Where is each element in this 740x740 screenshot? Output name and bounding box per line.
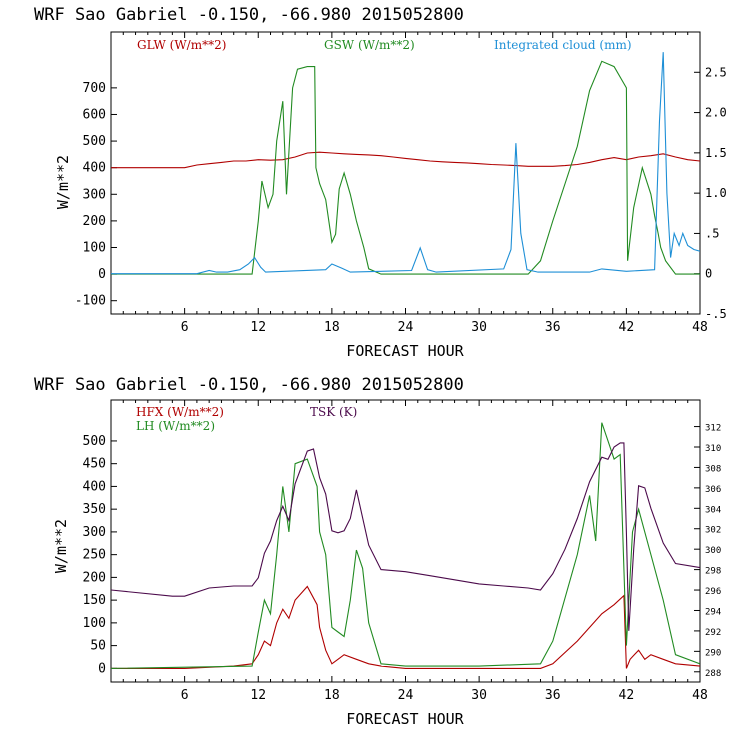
chart-2-x-axis-label: FORECAST HOUR <box>346 710 464 728</box>
tsk-series-line <box>111 442 700 631</box>
y-tick-label: 500 <box>83 434 106 449</box>
y-tick-label: 100 <box>83 616 106 631</box>
chart-1-series <box>111 52 700 275</box>
y-tick-label: 150 <box>83 593 106 608</box>
x-tick-label: 24 <box>398 688 414 703</box>
x-tick-label: 18 <box>324 320 340 335</box>
chart-2-y2-ticks: 288 290 292 294 296 298 300 302 304 306 308 310 312 <box>694 424 721 679</box>
y2-tick-label: 290 <box>705 648 721 658</box>
chart-2-y-axis-label: W/m**2 <box>52 519 70 573</box>
y2-tick-label: .5 <box>705 226 719 240</box>
x-tick-label: 12 <box>250 688 266 703</box>
chart-2-legend-lh: LH (W/m**2) <box>136 419 215 433</box>
x-tick-label: 42 <box>619 688 635 703</box>
hfx-series-line <box>111 585 700 669</box>
x-tick-label: 12 <box>250 320 266 335</box>
y-tick-label: 200 <box>83 214 106 229</box>
chart-2-legend-hfx: HFX (W/m**2) <box>136 405 224 419</box>
y2-tick-label: 292 <box>705 628 721 638</box>
chart-1-legend-glw: GLW (W/m**2) <box>137 38 226 52</box>
y-tick-label: 0 <box>98 267 106 282</box>
chart-1-x-axis-label: FORECAST HOUR <box>346 342 464 360</box>
x-tick-label: 30 <box>471 688 487 703</box>
y2-tick-label: 304 <box>705 505 721 515</box>
chart-1-y-axis-label: W/m**2 <box>54 155 72 209</box>
x-tick-label: 48 <box>692 320 708 335</box>
y2-tick-label: 288 <box>705 669 721 679</box>
y2-tick-label: 2.0 <box>705 106 727 120</box>
y-tick-label: -100 <box>75 294 106 309</box>
y2-tick-label: 296 <box>705 587 721 597</box>
y-tick-label: 100 <box>83 240 106 255</box>
y2-tick-label: 0 <box>705 267 712 281</box>
y-tick-label: 500 <box>83 134 106 149</box>
x-tick-label: 30 <box>471 320 487 335</box>
x-tick-label: 36 <box>545 320 561 335</box>
y-tick-label: 600 <box>83 107 106 122</box>
y2-tick-label: 1.0 <box>705 186 727 200</box>
x-tick-label: 18 <box>324 688 340 703</box>
chart-1: WRF Sao Gabriel -0.150, -66.980 20150528… <box>34 5 727 360</box>
chart-2-x-ticks: 6 12 18 24 30 36 42 48 <box>122 400 708 703</box>
x-tick-label: 6 <box>181 320 189 335</box>
x-tick-label: 48 <box>692 688 708 703</box>
chart-1-x-ticks: 6 12 18 24 30 36 42 48 <box>122 32 708 335</box>
y2-tick-label: -.5 <box>705 307 727 321</box>
y2-tick-label: 300 <box>705 546 721 556</box>
y2-tick-label: 298 <box>705 567 721 577</box>
lh-series-line <box>111 422 700 669</box>
y-tick-label: 300 <box>83 187 106 202</box>
y-tick-label: 400 <box>83 479 106 494</box>
y2-tick-label: 2.5 <box>705 65 727 79</box>
y-tick-label: 50 <box>90 639 106 654</box>
chart-2-plot-frame <box>110 399 701 683</box>
chart-1-y2-ticks: -.5 0 .5 1.0 1.5 2.0 2.5 <box>694 65 727 321</box>
y-tick-label: 200 <box>83 570 106 585</box>
chart-1-legend-gsw: GSW (W/m**2) <box>324 38 415 52</box>
chart-2-series <box>111 422 700 669</box>
chart-2-y-ticks: 0 50 100 150 200 250 300 350 400 450 500 <box>83 434 117 676</box>
y-tick-label: 300 <box>83 525 106 540</box>
chart-1-legend-cloud: Integrated cloud (mm) <box>494 38 632 52</box>
x-tick-label: 42 <box>619 320 635 335</box>
chart-2-legend-tsk: TSK (K) <box>310 405 357 419</box>
x-tick-label: 24 <box>398 320 414 335</box>
y2-tick-label: 294 <box>705 607 721 617</box>
chart-2-title: WRF Sao Gabriel -0.150, -66.980 20150528… <box>34 375 464 395</box>
y2-tick-label: 310 <box>705 444 721 454</box>
chart-2: WRF Sao Gabriel -0.150, -66.980 20150528… <box>34 375 721 728</box>
chart-1-plot-frame <box>110 31 701 315</box>
x-tick-label: 6 <box>181 688 189 703</box>
y2-tick-label: 1.5 <box>705 146 727 160</box>
integrated-series-line <box>111 52 700 275</box>
y-tick-label: 0 <box>98 661 106 676</box>
y-tick-label: 400 <box>83 161 106 176</box>
y2-tick-label: 308 <box>705 464 721 474</box>
y-tick-label: 700 <box>83 81 106 96</box>
y-tick-label: 250 <box>83 548 106 563</box>
y-tick-label: 450 <box>83 457 106 472</box>
x-tick-label: 36 <box>545 688 561 703</box>
y2-tick-label: 302 <box>705 526 721 536</box>
chart-1-title: WRF Sao Gabriel -0.150, -66.980 20150528… <box>34 5 464 25</box>
glw-series-line <box>111 151 700 169</box>
y-tick-label: 350 <box>83 502 106 517</box>
y2-tick-label: 312 <box>705 424 721 434</box>
y2-tick-label: 306 <box>705 485 721 495</box>
chart-1-y-ticks: -100 0 100 200 300 400 500 600 700 <box>75 81 117 309</box>
gsw-series-line <box>111 60 700 275</box>
